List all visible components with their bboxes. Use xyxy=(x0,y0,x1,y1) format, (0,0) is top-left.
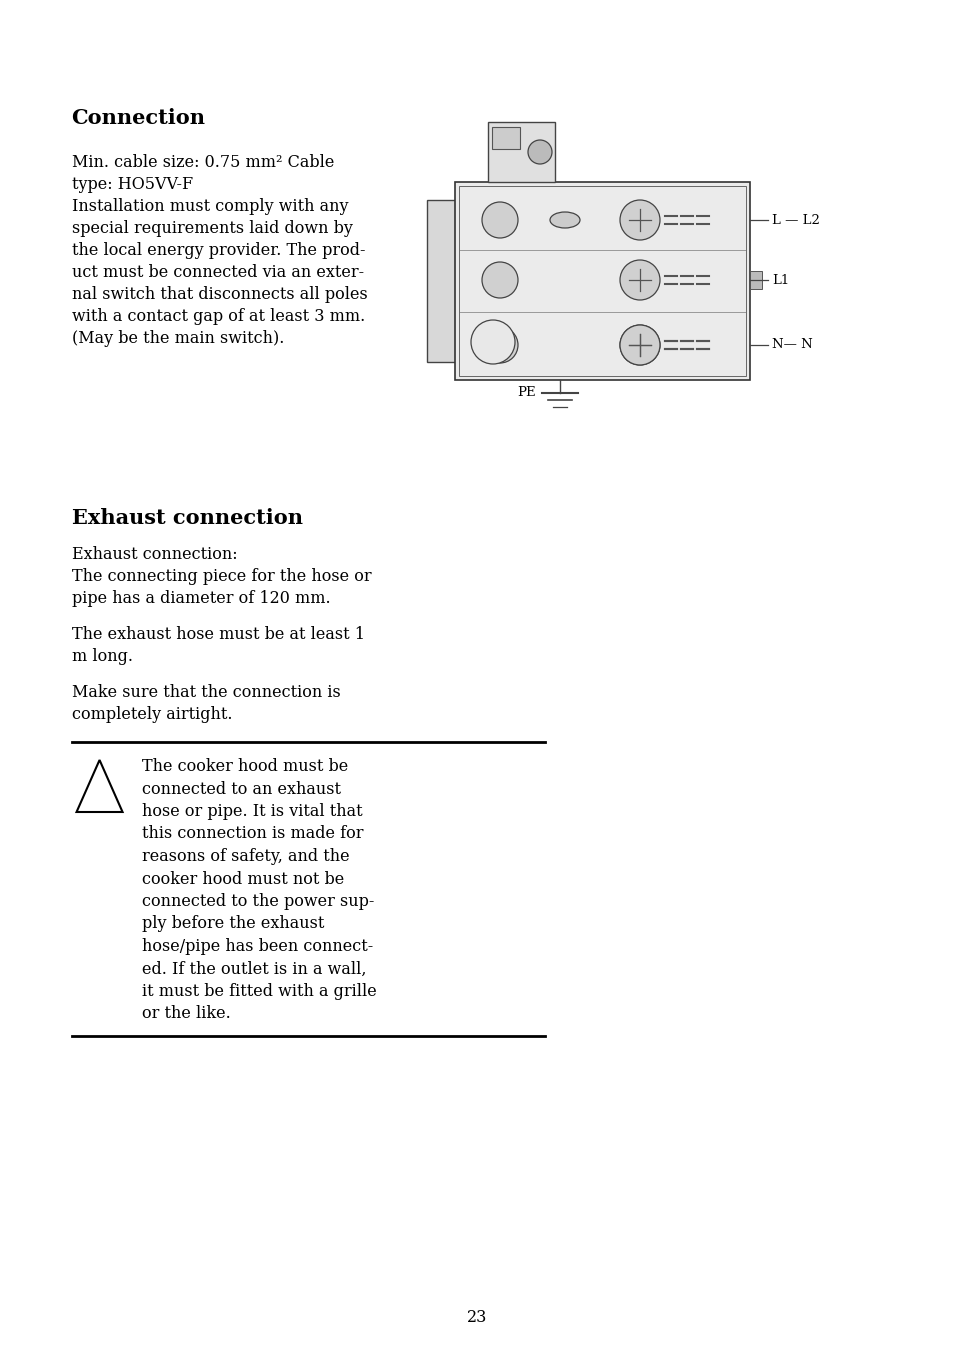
Text: Connection: Connection xyxy=(71,108,205,127)
Text: !: ! xyxy=(96,782,103,798)
Text: pipe has a diameter of 120 mm.: pipe has a diameter of 120 mm. xyxy=(71,589,330,607)
Bar xyxy=(458,186,745,375)
Text: connected to an exhaust: connected to an exhaust xyxy=(141,780,340,798)
Text: type: HO5VV-F: type: HO5VV-F xyxy=(71,176,193,192)
Text: it must be fitted with a grille: it must be fitted with a grille xyxy=(141,982,375,1000)
Text: N— N: N— N xyxy=(771,339,812,351)
Circle shape xyxy=(619,325,659,364)
Circle shape xyxy=(619,260,659,299)
Text: nal switch that disconnects all poles: nal switch that disconnects all poles xyxy=(71,286,367,304)
Text: hose or pipe. It is vital that: hose or pipe. It is vital that xyxy=(141,804,362,820)
Text: The connecting piece for the hose or: The connecting piece for the hose or xyxy=(71,568,371,585)
Text: Installation must comply with any: Installation must comply with any xyxy=(71,198,348,215)
Text: Make sure that the connection is: Make sure that the connection is xyxy=(71,684,340,701)
Text: special requirements laid down by: special requirements laid down by xyxy=(71,220,352,237)
Text: m long.: m long. xyxy=(71,648,132,665)
Text: Min. cable size: 0.75 mm² Cable: Min. cable size: 0.75 mm² Cable xyxy=(71,154,334,171)
Text: ed. If the outlet is in a wall,: ed. If the outlet is in a wall, xyxy=(141,961,366,977)
Text: this connection is made for: this connection is made for xyxy=(141,825,363,843)
Text: with a contact gap of at least 3 mm.: with a contact gap of at least 3 mm. xyxy=(71,308,364,325)
Text: the local energy provider. The prod-: the local energy provider. The prod- xyxy=(71,243,365,259)
Text: The cooker hood must be: The cooker hood must be xyxy=(141,757,348,775)
Ellipse shape xyxy=(550,211,579,228)
Polygon shape xyxy=(76,760,122,812)
Text: The exhaust hose must be at least 1: The exhaust hose must be at least 1 xyxy=(71,626,364,644)
Bar xyxy=(492,127,519,149)
Text: cooker hood must not be: cooker hood must not be xyxy=(141,870,343,888)
Text: uct must be connected via an exter-: uct must be connected via an exter- xyxy=(71,264,363,280)
Text: Exhaust connection:: Exhaust connection: xyxy=(71,546,237,562)
Circle shape xyxy=(527,140,552,164)
Text: completely airtight.: completely airtight. xyxy=(71,706,232,724)
Bar xyxy=(455,182,749,379)
Circle shape xyxy=(481,327,517,363)
Text: connected to the power sup-: connected to the power sup- xyxy=(141,893,374,911)
Text: or the like.: or the like. xyxy=(141,1005,230,1023)
Text: 23: 23 xyxy=(466,1309,487,1327)
Text: Exhaust connection: Exhaust connection xyxy=(71,508,302,528)
Text: L1: L1 xyxy=(771,274,788,286)
Circle shape xyxy=(619,325,659,364)
Circle shape xyxy=(481,262,517,298)
Bar xyxy=(749,271,761,289)
Text: reasons of safety, and the: reasons of safety, and the xyxy=(141,848,349,864)
Text: (May be the main switch).: (May be the main switch). xyxy=(71,331,284,347)
Bar xyxy=(427,201,456,362)
Text: ply before the exhaust: ply before the exhaust xyxy=(141,916,324,932)
Text: PE: PE xyxy=(517,386,536,400)
Bar xyxy=(488,122,555,182)
Text: hose/pipe has been connect-: hose/pipe has been connect- xyxy=(141,938,373,955)
Circle shape xyxy=(471,320,515,364)
Circle shape xyxy=(619,201,659,240)
Circle shape xyxy=(481,202,517,238)
Text: L — L2: L — L2 xyxy=(771,214,819,226)
